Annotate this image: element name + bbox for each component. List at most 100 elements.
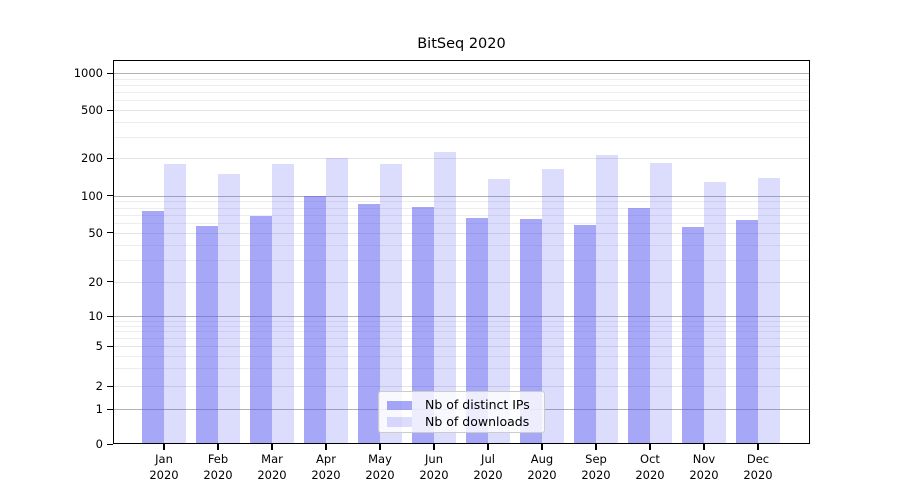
- y-gridline-minor: [113, 78, 810, 80]
- bar-distinct-ips: [250, 215, 272, 444]
- y-tick-label: 200: [81, 151, 103, 166]
- bar-distinct-ips: [196, 225, 218, 444]
- bar-distinct-ips: [466, 217, 488, 444]
- y-tick-label: 1: [95, 402, 103, 416]
- bar-downloads: [326, 158, 348, 444]
- y-gridline-sub: [113, 110, 810, 111]
- y-gridline-minor: [113, 222, 810, 224]
- y-gridline-sub: [113, 386, 810, 387]
- bar-downloads: [164, 163, 186, 444]
- y-gridline-minor: [113, 214, 810, 216]
- x-tick: [703, 444, 705, 450]
- bar-downloads: [380, 163, 402, 444]
- bar-downloads: [272, 163, 294, 444]
- y-gridline-minor: [113, 331, 810, 333]
- x-tick: [541, 444, 543, 450]
- y-gridline-sub: [113, 346, 810, 347]
- x-tick-label: Jul 2020: [473, 452, 503, 482]
- y-gridline-minor: [113, 355, 810, 357]
- x-tick-label: Jun 2020: [419, 452, 449, 482]
- y-tick-label: 2: [95, 379, 103, 393]
- y-tick: [107, 408, 113, 410]
- bar-distinct-ips: [682, 226, 704, 444]
- y-gridline-minor: [113, 92, 810, 94]
- x-tick-label: May 2020: [365, 452, 395, 482]
- y-gridline-minor: [113, 244, 810, 246]
- legend-item-downloads: Nb of downloads: [387, 414, 536, 431]
- bar-distinct-ips: [574, 224, 596, 444]
- legend-swatch-downloads: [387, 417, 412, 427]
- y-tick: [107, 195, 113, 197]
- y-tick: [107, 443, 113, 445]
- chart-title: BitSeq 2020: [417, 36, 506, 52]
- bar-downloads: [218, 173, 240, 444]
- bar-downloads: [596, 155, 618, 444]
- y-gridline-minor: [113, 100, 810, 102]
- y-tick: [107, 109, 113, 111]
- x-tick-label: Dec 2020: [743, 452, 773, 482]
- x-tick: [325, 444, 327, 450]
- y-tick-label: 5: [95, 339, 103, 353]
- y-tick: [107, 72, 113, 74]
- bar-distinct-ips: [628, 207, 650, 444]
- y-gridline-minor: [113, 201, 810, 203]
- bar-distinct-ips: [358, 203, 380, 444]
- y-gridline-major: [113, 316, 810, 317]
- y-gridline-minor: [113, 320, 810, 322]
- x-tick-label: Oct 2020: [635, 452, 665, 482]
- y-gridline-minor: [113, 368, 810, 370]
- x-tick-label: Mar 2020: [257, 452, 287, 482]
- x-tick: [757, 444, 759, 450]
- bar-distinct-ips: [412, 206, 434, 444]
- y-tick-label: 100: [81, 188, 103, 203]
- y-gridline-minor: [113, 121, 810, 123]
- bar-downloads: [434, 152, 456, 444]
- y-gridline-sub: [113, 281, 810, 283]
- y-tick: [107, 315, 113, 317]
- y-tick: [107, 157, 113, 159]
- plot-frame: [113, 60, 810, 444]
- legend: Nb of distinct IPs Nb of downloads: [378, 391, 545, 433]
- y-tick: [107, 281, 113, 283]
- bar-downloads: [758, 177, 780, 444]
- y-tick-label: 10: [88, 309, 103, 323]
- x-tick: [433, 444, 435, 450]
- x-tick-label: Jan 2020: [149, 452, 179, 482]
- y-gridline-major: [113, 73, 810, 75]
- y-gridline-minor: [113, 259, 810, 261]
- x-tick-label: Apr 2020: [311, 452, 341, 482]
- legend-item-distinct-ips: Nb of distinct IPs: [387, 397, 536, 414]
- y-gridline-sub: [113, 232, 810, 234]
- y-gridline-minor: [113, 325, 810, 327]
- y-tick-label: 500: [81, 103, 103, 117]
- bar-distinct-ips: [736, 219, 758, 444]
- x-tick-label: Feb 2020: [203, 452, 233, 482]
- legend-label-distinct-ips: Nb of distinct IPs: [425, 397, 530, 413]
- y-gridline-major: [113, 195, 810, 197]
- bar-distinct-ips: [520, 218, 542, 444]
- x-tick-label: Sep 2020: [581, 452, 611, 482]
- x-tick: [163, 444, 165, 450]
- bar-downloads: [704, 182, 726, 444]
- y-gridline-sub: [113, 158, 810, 160]
- y-gridline-minor: [113, 85, 810, 87]
- x-tick: [649, 444, 651, 450]
- bar-downloads: [542, 169, 564, 444]
- y-tick-label: 1000: [73, 66, 103, 81]
- y-tick-label: 20: [88, 274, 103, 289]
- x-tick: [379, 444, 381, 450]
- x-tick-label: Aug 2020: [527, 452, 557, 482]
- bar-downloads: [650, 163, 672, 444]
- y-gridline-minor: [113, 136, 810, 138]
- x-tick: [595, 444, 597, 450]
- x-tick: [487, 444, 489, 450]
- legend-label-downloads: Nb of downloads: [425, 413, 530, 429]
- bar-downloads: [488, 179, 510, 444]
- x-tick-label: Nov 2020: [689, 452, 719, 482]
- bar-distinct-ips: [142, 211, 164, 444]
- y-tick-label: 0: [95, 437, 103, 451]
- y-tick: [107, 385, 113, 387]
- y-tick-label: 50: [88, 225, 103, 240]
- legend-swatch-distinct-ips: [387, 400, 412, 410]
